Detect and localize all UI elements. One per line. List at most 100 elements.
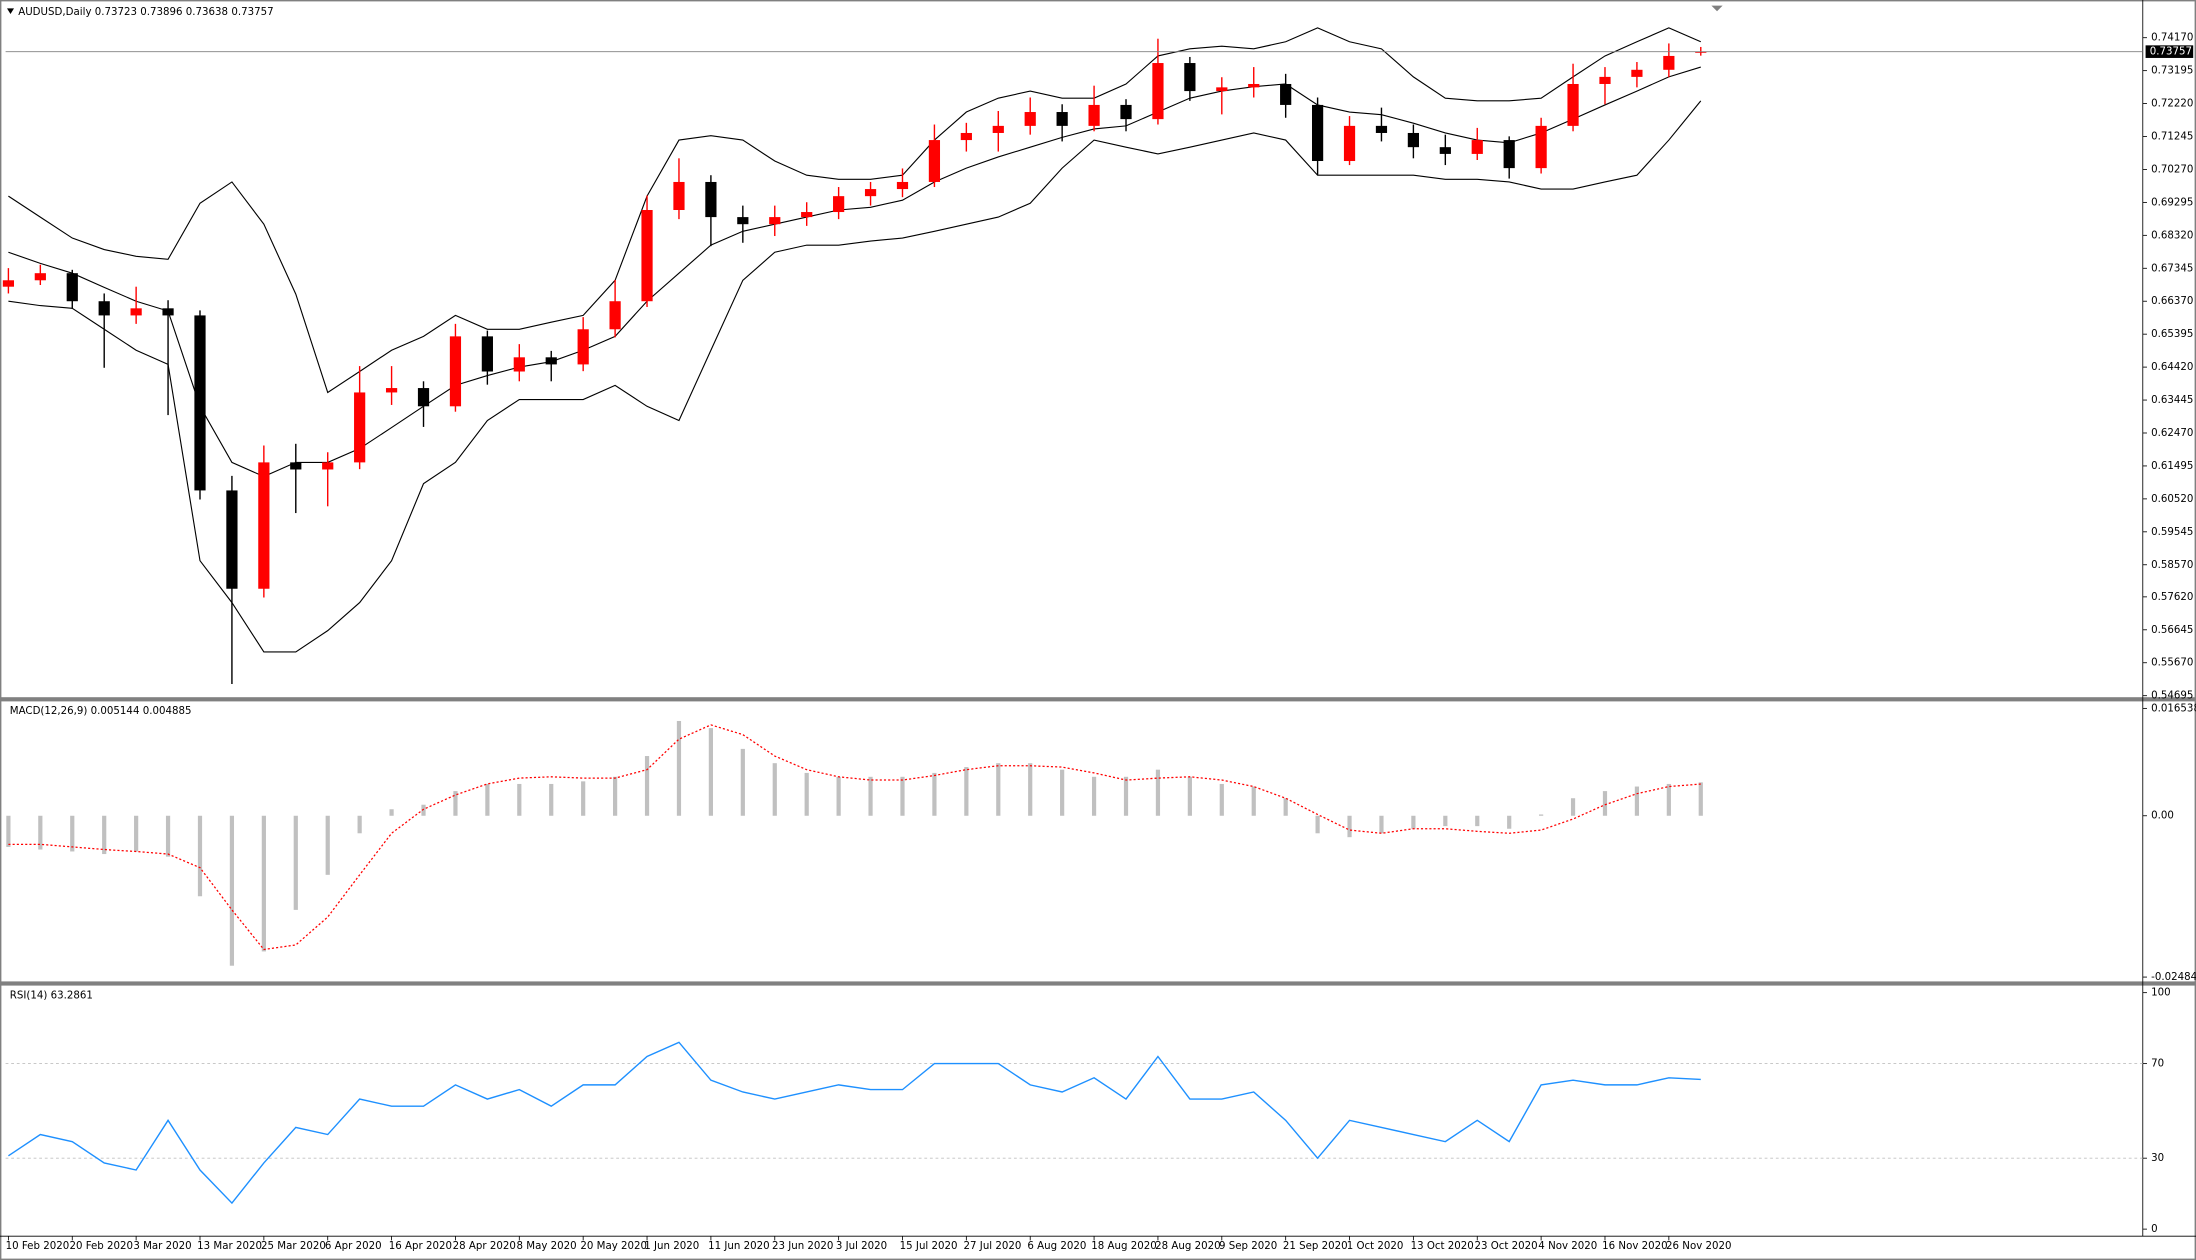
macd-bar [1155, 769, 1161, 816]
candle-body [928, 140, 941, 182]
y-tick-label: 0.60520 [2151, 494, 2193, 505]
candle-body [1184, 63, 1196, 92]
macd-bar [485, 783, 490, 816]
candle-body [1120, 104, 1132, 120]
x-tick-label: 16 Nov 2020 [1602, 1241, 1667, 1252]
candle-body [130, 308, 142, 316]
y-tick-label: 70 [2151, 1059, 2164, 1070]
macd-bar [1379, 815, 1384, 834]
open: 0.73723 [95, 7, 137, 18]
bollinger-upper [8, 27, 1702, 394]
macd-bar [1315, 815, 1320, 834]
candle-body [1056, 112, 1068, 126]
menu-arrow [7, 8, 15, 14]
candle-body [801, 212, 813, 218]
x-tick-label: 10 Feb 2020 [6, 1241, 70, 1252]
candle-body [194, 315, 206, 491]
candle-body [162, 308, 174, 316]
macd-bar [1570, 798, 1576, 816]
candle-body [449, 336, 462, 407]
macd-bar [1475, 815, 1480, 827]
candle-body [481, 336, 493, 372]
x-tick-label: 1 Oct 2020 [1347, 1241, 1404, 1252]
x-tick-label: 28 Aug 2020 [1155, 1241, 1220, 1252]
high: 0.73896 [140, 7, 182, 18]
candle-body [1152, 63, 1164, 120]
macd-bar [197, 815, 203, 897]
y-tick-label: 0.73195 [2151, 66, 2193, 77]
macd-bar [261, 815, 266, 952]
candle-body [577, 329, 589, 365]
macd-bar [102, 815, 107, 855]
macd-bar [996, 763, 1001, 816]
x-tick-label: 23 Oct 2020 [1474, 1241, 1537, 1252]
macd-bar [70, 815, 75, 852]
last-price-box [2145, 45, 2194, 58]
candle-body [769, 217, 781, 225]
candle-body [34, 273, 46, 281]
y-tick-label: 0.68320 [2151, 230, 2193, 241]
last-price-label: 0.73757 [2150, 47, 2192, 58]
candle-body [1311, 104, 1324, 162]
candle-body [98, 301, 110, 316]
x-tick-label: 4 Nov 2020 [1538, 1241, 1597, 1252]
candle-body [673, 181, 685, 211]
rsi-value: 63.2861 [51, 990, 93, 1001]
candle-body [1280, 83, 1292, 105]
symbol: AUDUSD,Daily [18, 7, 91, 18]
macd-bar [964, 767, 969, 816]
y-tick-label: 0.66370 [2151, 296, 2193, 307]
macd-bar [740, 748, 745, 816]
macd-bar [708, 728, 713, 816]
y-tick-label: 0.62470 [2151, 428, 2193, 439]
macd-bar [1060, 769, 1065, 816]
macd-bar [6, 815, 11, 847]
candle-body [1631, 69, 1643, 77]
x-tick-label: 13 Oct 2020 [1411, 1241, 1474, 1252]
y-tick-label: 0.016538 [2151, 703, 2196, 714]
macd-bar [1411, 815, 1416, 829]
candle-body [513, 357, 525, 372]
macd-bar [1443, 815, 1448, 827]
candle-body [66, 273, 78, 302]
macd-bar [1123, 776, 1129, 816]
y-tick-label: 0.56645 [2151, 625, 2193, 636]
macd-value: 0.005144 [91, 706, 140, 717]
y-tick-label: 100 [2151, 988, 2171, 999]
macd-bar [932, 772, 937, 816]
y-tick-label: 0.71245 [2151, 132, 2193, 143]
macd-bar [1251, 786, 1256, 816]
x-tick-label: 28 Apr 2020 [453, 1241, 516, 1252]
y-tick-label: 0.58570 [2151, 560, 2193, 571]
macd-bar [134, 815, 139, 852]
macd-bar [1283, 798, 1288, 816]
macd-bar [38, 815, 43, 850]
x-tick-label: 8 May 2020 [517, 1241, 577, 1252]
y-tick-label: 0.70270 [2151, 164, 2193, 175]
y-tick-label: -0.024849 [2151, 972, 2196, 983]
indicator: RSI(14) [10, 990, 48, 1001]
y-tick-label: 0.74170 [2151, 33, 2193, 44]
macd-bar [1539, 814, 1544, 816]
x-tick-label: 25 Mar 2020 [261, 1241, 326, 1252]
x-tick-label: 27 Jul 2020 [964, 1241, 1022, 1252]
candle-body [609, 301, 621, 330]
indicator: MACD(12,26,9) [10, 706, 88, 717]
rsi-title: RSI(14) 63.2861 [10, 990, 93, 1001]
candle-body [960, 132, 972, 141]
macd-bar [644, 756, 650, 816]
rsi-line [8, 1041, 1701, 1205]
panel-separator [0, 981, 2196, 986]
candle-body [896, 181, 909, 190]
macd-bar [772, 763, 777, 816]
x-tick-label: 6 Aug 2020 [1027, 1241, 1086, 1252]
candle-body [1375, 125, 1388, 133]
y-tick-label: 0.65395 [2151, 329, 2193, 340]
symbol-title: AUDUSD,Daily 0.73723 0.73896 0.73638 0.7… [18, 7, 273, 18]
x-tick-label: 21 Sep 2020 [1283, 1241, 1348, 1252]
candle-body [641, 210, 653, 302]
macd-bar [1187, 776, 1192, 816]
candle-body [737, 217, 749, 225]
candle-body [1088, 104, 1100, 126]
